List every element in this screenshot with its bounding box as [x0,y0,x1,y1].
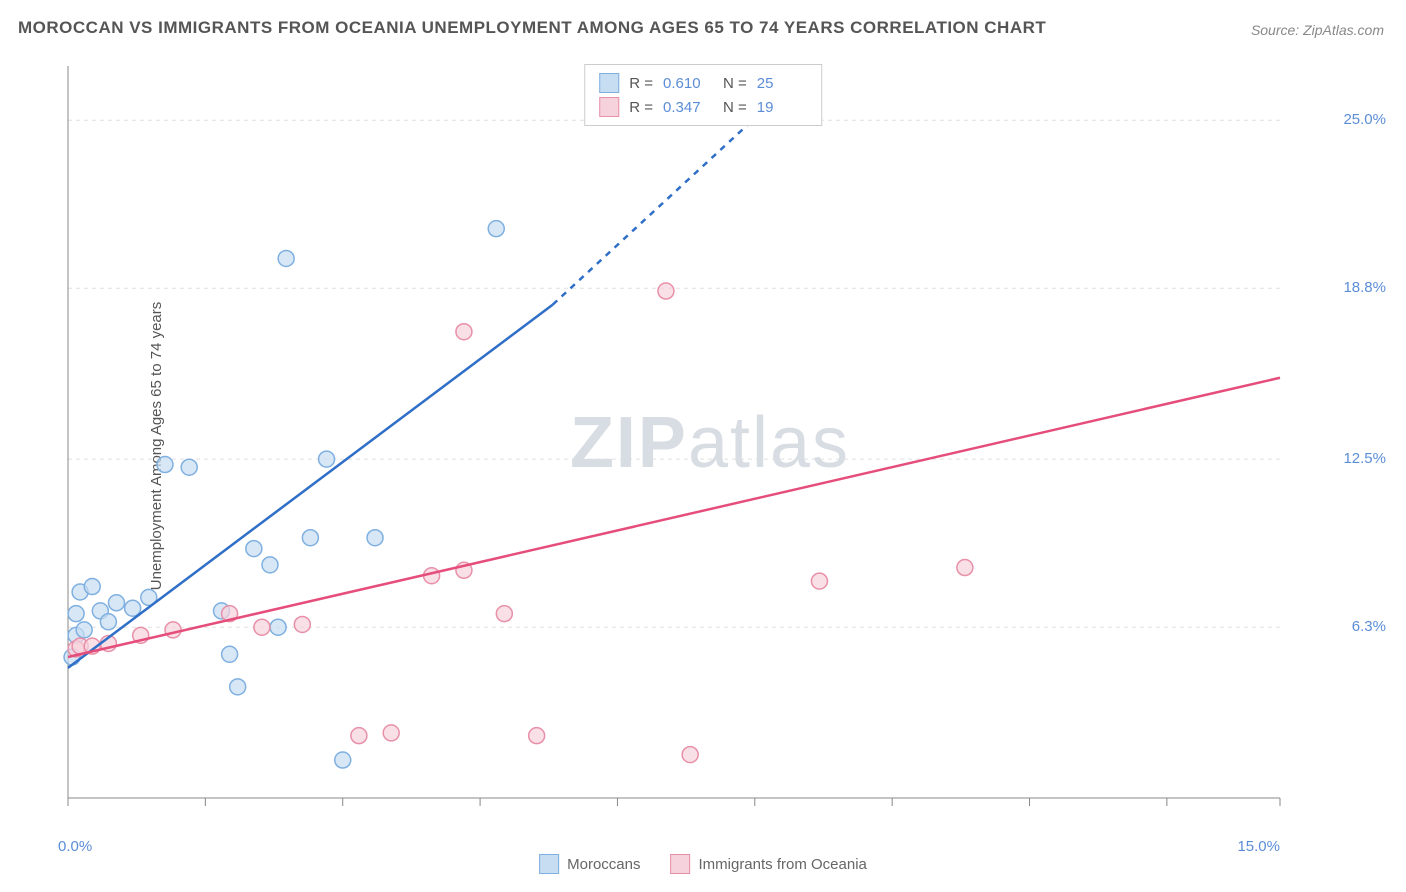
stats-n-label: N = [723,99,747,116]
legend-item: Immigrants from Oceania [670,854,866,874]
stats-n-label: N = [723,75,747,92]
stats-r-label: R = [629,99,653,116]
stats-swatch [599,97,619,117]
y-tick-label: 25.0% [1343,111,1386,128]
stats-row: R = 0.347 N = 19 [599,95,807,119]
plot-svg [60,58,1360,828]
stats-n-value: 25 [757,75,807,92]
stats-r-value: 0.347 [663,99,713,116]
x-tick-label: 15.0% [1237,838,1280,855]
y-tick-label: 12.5% [1343,450,1386,467]
bottom-legend: Moroccans Immigrants from Oceania [539,854,867,874]
y-tick-label: 18.8% [1343,279,1386,296]
legend-swatch [539,854,559,874]
legend-swatch [670,854,690,874]
stats-row: R = 0.610 N = 25 [599,71,807,95]
stats-n-value: 19 [757,99,807,116]
legend-label: Moroccans [567,856,640,873]
y-tick-label: 6.3% [1352,618,1386,635]
stats-r-label: R = [629,75,653,92]
chart-title: MOROCCAN VS IMMIGRANTS FROM OCEANIA UNEM… [18,18,1046,38]
chart-container: MOROCCAN VS IMMIGRANTS FROM OCEANIA UNEM… [0,0,1406,892]
stats-legend-box: R = 0.610 N = 25 R = 0.347 N = 19 [584,64,822,126]
stats-r-value: 0.610 [663,75,713,92]
legend-label: Immigrants from Oceania [698,856,866,873]
source-label: Source: ZipAtlas.com [1251,22,1384,38]
stats-swatch [599,73,619,93]
y-axis-tick-labels: 6.3% 12.5% 18.8% 25.0% [1326,58,1386,828]
legend-item: Moroccans [539,854,640,874]
plot-area: ZIPatlas [60,58,1360,828]
x-tick-label: 0.0% [58,838,92,855]
